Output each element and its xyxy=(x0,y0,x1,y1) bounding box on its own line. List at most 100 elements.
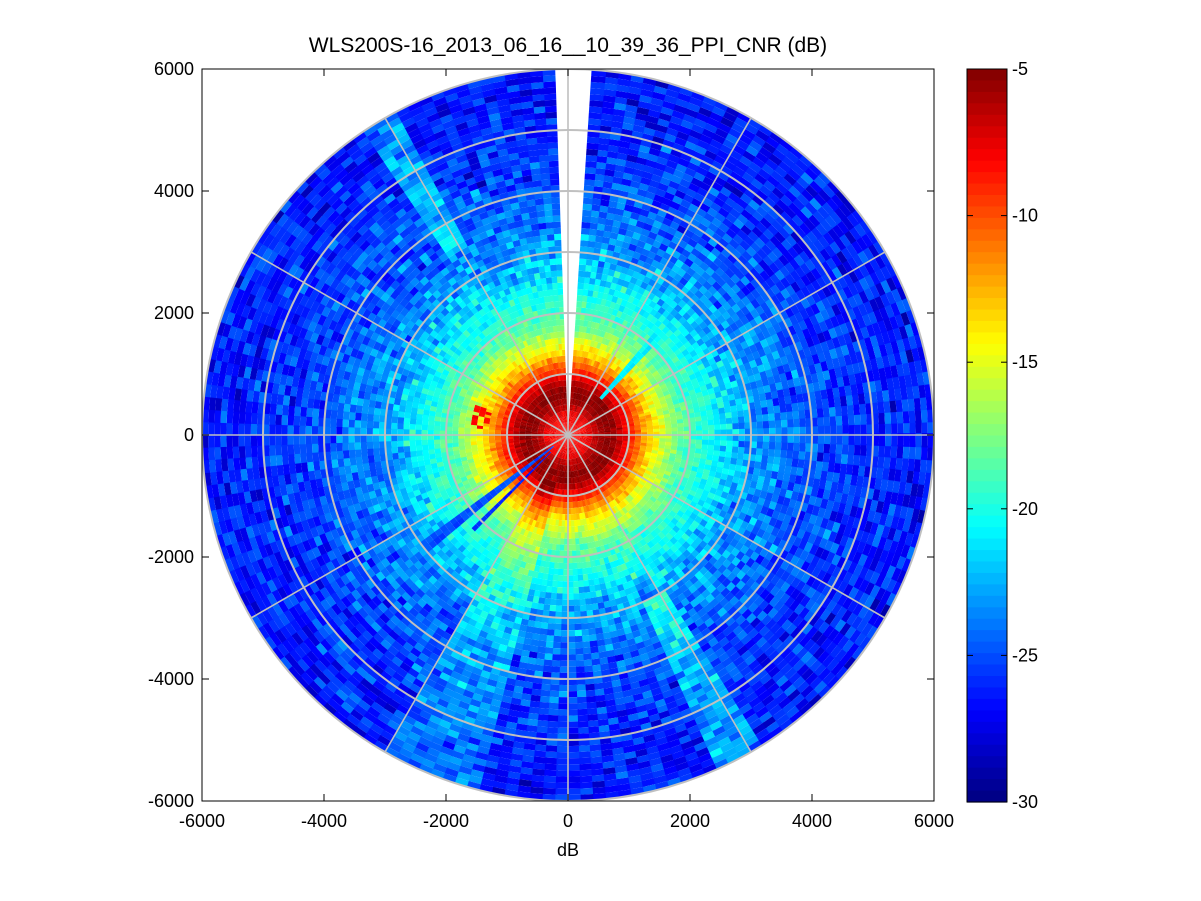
ppi-cell xyxy=(522,462,529,468)
ppi-cell xyxy=(584,452,590,458)
ppi-cell xyxy=(560,392,563,399)
ppi-cell xyxy=(552,449,557,455)
ppi-cell xyxy=(619,476,626,483)
ppi-cell xyxy=(570,398,572,405)
ppi-cell xyxy=(555,421,560,427)
ppi-cell xyxy=(556,436,563,439)
ppi-cell xyxy=(574,470,578,478)
ppi-cell xyxy=(562,501,566,509)
ppi-cell xyxy=(606,414,614,419)
ppi-cell xyxy=(560,411,563,418)
ppi-cell xyxy=(559,445,563,452)
ppi-cell xyxy=(550,417,556,423)
ppi-cell xyxy=(631,453,639,458)
chart-title: WLS200S-16_2013_06_16__10_39_36_PPI_CNR … xyxy=(309,34,827,57)
ppi-cell xyxy=(587,465,593,472)
ppi-cell xyxy=(569,440,572,447)
ppi-cell xyxy=(628,441,635,445)
ppi-cell xyxy=(593,414,599,419)
ppi-cell xyxy=(580,436,587,439)
ppi-cell xyxy=(505,407,513,413)
ppi-cell xyxy=(603,372,609,380)
ppi-cell xyxy=(573,464,576,471)
ppi-cell xyxy=(563,404,566,411)
ppi-cell xyxy=(560,446,564,452)
ppi-cell xyxy=(623,457,631,463)
ppi-cell xyxy=(601,404,608,410)
ppi-cell xyxy=(529,461,536,467)
ppi-cell xyxy=(554,381,558,388)
ppi-cell xyxy=(581,454,587,461)
ppi-cell xyxy=(545,498,550,506)
ppi-cell xyxy=(592,432,599,435)
ppi-cell xyxy=(553,407,558,414)
ppi-cell xyxy=(622,472,629,478)
ppi-cell xyxy=(547,411,553,417)
ppi-cell xyxy=(559,418,563,425)
ppi-cell xyxy=(590,422,597,426)
ppi-cell xyxy=(617,385,625,392)
ppi-cell xyxy=(557,444,562,451)
ppi-cell xyxy=(591,439,598,443)
ppi-cell xyxy=(536,374,542,382)
ppi-cell xyxy=(600,414,607,419)
ppi-cell xyxy=(553,449,558,455)
ppi-cell xyxy=(602,364,608,372)
ppi-cell xyxy=(560,452,563,459)
ppi-cell xyxy=(601,468,608,475)
ppi-cell xyxy=(573,431,580,434)
ppi-cell xyxy=(616,375,624,383)
ppi-cell xyxy=(496,449,503,454)
ppi-cell xyxy=(572,418,576,424)
ppi-cell xyxy=(532,440,539,443)
ppi-cell xyxy=(563,440,566,447)
ppi-cell xyxy=(576,457,580,464)
ppi-cell xyxy=(578,482,582,489)
ppi-cell xyxy=(533,444,540,448)
ppi-cell xyxy=(565,422,568,429)
ppi-cell xyxy=(507,430,514,434)
ppi-cell xyxy=(536,405,542,411)
ppi-cell xyxy=(547,460,552,467)
ppi-cell xyxy=(549,382,553,390)
ppi-cell xyxy=(564,417,566,424)
ppi-cell xyxy=(524,412,531,417)
ppi-cell xyxy=(535,382,541,389)
ppi-cell xyxy=(591,439,599,442)
ppi-cell xyxy=(626,466,633,472)
ppi-cell xyxy=(531,438,538,441)
ppi-cell xyxy=(572,438,578,444)
ppi-cell xyxy=(575,420,580,426)
ppi-cell xyxy=(585,429,592,432)
ppi-cell xyxy=(569,423,573,430)
ppi-cell xyxy=(569,440,571,447)
ppi-cell xyxy=(544,406,550,412)
ppi-cell xyxy=(620,379,627,386)
ppi-cell xyxy=(548,376,553,383)
ppi-cell xyxy=(613,449,621,454)
ppi-cell xyxy=(588,371,594,379)
ppi-cell xyxy=(519,440,526,444)
ppi-cell xyxy=(531,392,537,399)
ppi-cell xyxy=(562,417,565,424)
ppi-cell xyxy=(620,463,628,469)
ppi-cell xyxy=(588,485,594,492)
ppi-cell xyxy=(577,450,582,456)
ppi-cell xyxy=(546,452,552,458)
ppi-cell xyxy=(532,423,539,427)
ppi-cell xyxy=(573,430,580,433)
ppi-cell xyxy=(591,428,598,431)
ppi-cell xyxy=(537,451,543,456)
ppi-cell xyxy=(558,412,562,419)
ppi-cell xyxy=(578,426,585,430)
ppi-cell xyxy=(558,438,564,444)
ppi-cell xyxy=(569,423,571,429)
ppi-cell xyxy=(562,411,565,418)
ppi-cell xyxy=(585,428,592,431)
ppi-cell xyxy=(587,448,594,453)
ppi-cell xyxy=(595,495,601,502)
ppi-cell xyxy=(556,444,561,450)
ppi-cell xyxy=(571,459,574,466)
ppi-cell xyxy=(558,452,562,458)
ppi-cell xyxy=(574,399,577,406)
